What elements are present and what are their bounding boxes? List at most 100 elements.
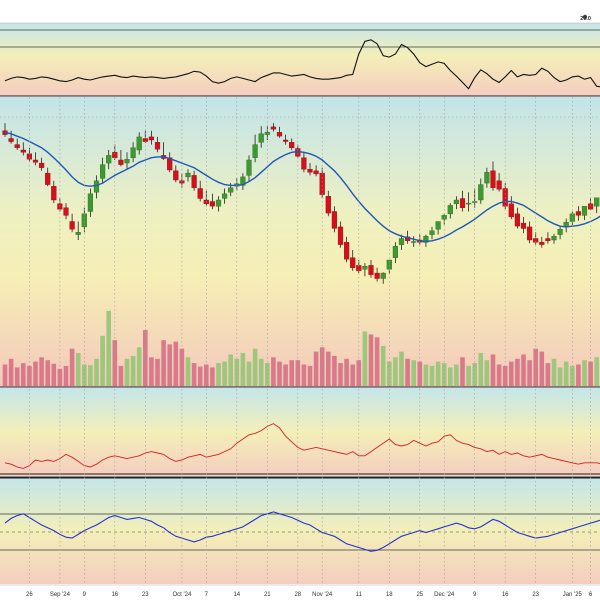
candlestick [93, 175, 100, 199]
volume-bar [545, 363, 551, 386]
candlestick [240, 173, 246, 190]
x-tick-label: Nov '24 [312, 592, 333, 598]
candle-body [283, 139, 289, 142]
candlestick [63, 203, 69, 220]
candlestick [344, 236, 350, 263]
candle-body [337, 226, 344, 245]
volume-bar [374, 337, 380, 386]
volume-bar [45, 360, 50, 386]
x-tick-label: 18 [386, 592, 393, 598]
volume-bar [82, 364, 87, 386]
candlestick [453, 196, 460, 210]
candle-body [106, 155, 112, 164]
volume-bar [222, 361, 227, 386]
volume-bar [63, 365, 69, 386]
volume-bar [362, 331, 368, 386]
candle-body [240, 176, 246, 186]
candlestick [258, 126, 264, 148]
x-tick-label: 14 [233, 592, 240, 598]
volume-bar [460, 357, 465, 386]
volume-bar [283, 364, 288, 386]
volume-bar [313, 351, 319, 386]
candle-body [435, 221, 441, 230]
candle-body [527, 226, 533, 241]
candle-body [398, 238, 405, 245]
volume-bar [124, 358, 130, 386]
volume-bar [350, 364, 355, 386]
volume-bar [197, 366, 203, 386]
candle-body [484, 172, 490, 184]
volume-bar [454, 364, 459, 386]
candle-body [539, 242, 545, 245]
volume-bar [252, 348, 258, 386]
candle-body [453, 199, 460, 204]
candlestick [32, 152, 39, 166]
candlestick [490, 161, 496, 191]
candle-body [575, 211, 582, 216]
candle-body [478, 184, 484, 201]
volume-bar [521, 354, 526, 386]
volume-bar [533, 348, 538, 386]
candlestick [136, 132, 142, 155]
candlestick [392, 242, 399, 264]
volume-bar [33, 361, 38, 386]
volume-bar [130, 355, 136, 386]
volume-bar [448, 367, 453, 386]
volume-bar [265, 363, 270, 386]
candlestick [350, 250, 356, 271]
candle-body [520, 222, 527, 229]
volume-bar [112, 340, 118, 386]
candle-body [51, 185, 57, 201]
x-tick-label: 16 [502, 592, 509, 598]
candle-body [258, 133, 264, 143]
candlestick [252, 134, 258, 163]
candlestick [545, 232, 551, 244]
candle-body [246, 159, 252, 176]
volume-bar [301, 364, 307, 386]
candlestick [594, 197, 600, 214]
candlestick [313, 165, 319, 177]
price-panel [0, 97, 600, 388]
volume-bar [118, 365, 124, 386]
candle-body [490, 170, 496, 188]
volume-bar [557, 367, 563, 386]
candle-body [185, 172, 191, 178]
candle-body [8, 138, 14, 142]
candle-body [99, 164, 106, 179]
candlestick [368, 260, 374, 278]
x-tick-label: Sep '24 [50, 592, 71, 598]
volume-bar [551, 358, 557, 386]
candle-body [252, 144, 258, 158]
candlestick [557, 226, 563, 240]
candlestick [447, 203, 453, 219]
candlestick [124, 152, 130, 170]
volume-bar [161, 340, 166, 386]
candle-body [557, 228, 563, 235]
price-panel-background [0, 97, 600, 387]
volume-bar [51, 363, 57, 386]
candlestick [496, 173, 502, 192]
volume-bar [441, 363, 447, 386]
candlestick [484, 167, 490, 188]
candlestick [466, 192, 472, 212]
x-icon[interactable] [582, 14, 588, 20]
candle-body [228, 187, 234, 193]
candle-body [118, 159, 124, 165]
candle-body [93, 180, 100, 193]
candle-body [81, 213, 87, 228]
candle-body [374, 272, 380, 279]
candle-body [209, 201, 216, 207]
candle-body [411, 241, 417, 243]
volume-bar [191, 363, 197, 386]
candle-body [20, 149, 26, 153]
candlestick [337, 221, 344, 248]
candle-body [191, 175, 197, 188]
candlestick [539, 236, 545, 248]
candle-body [148, 136, 155, 141]
candle-body [551, 235, 557, 241]
candle-body [63, 207, 69, 216]
candle-body [270, 126, 277, 130]
candlestick [380, 272, 386, 284]
